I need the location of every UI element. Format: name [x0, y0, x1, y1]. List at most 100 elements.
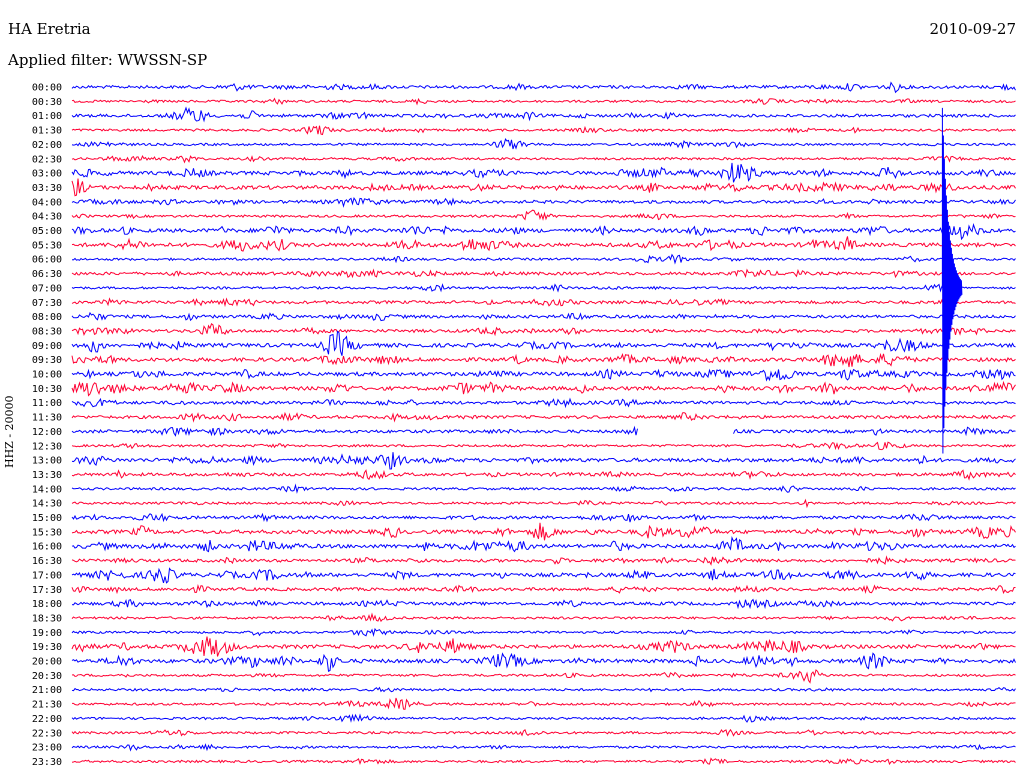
trace-line	[71, 441, 1016, 451]
trace-line	[71, 125, 1016, 136]
trace-line	[72, 697, 1016, 710]
trace-line	[71, 535, 1016, 553]
row-time-label: 16:00	[32, 542, 62, 553]
row-time-label: 19:30	[32, 642, 62, 653]
trace-line	[71, 106, 1016, 123]
row-time-label: 02:30	[32, 154, 62, 165]
row-time-label: 20:30	[32, 671, 62, 682]
trace-line	[71, 97, 1016, 106]
row-time-label: 06:00	[32, 255, 62, 266]
row-time-label: 00:30	[32, 97, 62, 108]
row-time-label: 14:30	[32, 499, 62, 510]
row-time-label: 22:00	[32, 714, 62, 725]
trace-line	[71, 584, 1016, 595]
plot-date: 2010-09-27	[929, 20, 1016, 38]
trace-line	[71, 652, 1016, 672]
trace-line	[71, 197, 1016, 208]
filter-label: Applied filter: WWSSN-SP	[8, 51, 208, 69]
row-time-label: 08:30	[32, 326, 62, 337]
trace-line	[71, 743, 1016, 752]
row-time-label: 07:30	[32, 298, 62, 309]
row-time-label: 09:30	[32, 355, 62, 366]
row-time-label: 15:30	[32, 527, 62, 538]
row-time-label: 19:00	[32, 628, 62, 639]
row-time-label: 18:30	[32, 613, 62, 624]
trace-line	[71, 81, 1016, 94]
row-time-label: 13:00	[32, 456, 62, 467]
row-time-label: 17:30	[32, 585, 62, 596]
row-time-label: 16:30	[32, 556, 62, 567]
trace-line	[71, 322, 1016, 337]
row-time-label: 18:00	[32, 599, 62, 610]
trace-line	[71, 138, 1016, 150]
row-time-label: 08:00	[32, 312, 62, 323]
trace-line	[71, 483, 1016, 494]
trace-line	[71, 686, 1016, 693]
trace-line	[71, 209, 1016, 221]
trace-line	[71, 368, 1016, 382]
row-time-label: 12:30	[32, 441, 62, 452]
trace-line	[71, 380, 1016, 397]
row-time-label: 07:00	[32, 283, 62, 294]
row-time-label: 15:00	[32, 513, 62, 524]
trace-line	[71, 512, 1016, 523]
trace-line	[71, 425, 1016, 437]
row-time-label: 10:30	[32, 384, 62, 395]
row-time-label: 01:00	[32, 111, 62, 122]
row-time-label: 02:00	[32, 140, 62, 151]
row-time-label: 21:30	[32, 700, 62, 711]
trace-line	[71, 598, 1016, 610]
trace-line	[71, 283, 1016, 293]
row-time-label: 05:30	[32, 240, 62, 251]
trace-line	[71, 452, 1016, 470]
trace-line	[71, 498, 1016, 509]
row-time-label: 21:00	[32, 685, 62, 696]
row-time-label: 11:00	[32, 398, 62, 409]
trace-line	[71, 352, 1016, 368]
trace-line	[71, 236, 1016, 252]
large-event-trace	[941, 107, 963, 454]
row-time-label: 12:00	[32, 427, 62, 438]
trace-line	[71, 636, 1016, 657]
trace-line	[71, 757, 1016, 766]
row-time-label: 14:00	[32, 484, 62, 495]
row-time-label: 09:00	[32, 341, 62, 352]
trace-line	[71, 397, 1016, 409]
row-time-label: 17:00	[32, 570, 62, 581]
row-time-label: 06:30	[32, 269, 62, 280]
trace-line	[71, 178, 1016, 197]
trace-line	[71, 297, 1016, 308]
row-time-label: 10:00	[32, 370, 62, 381]
trace-line	[71, 713, 1016, 723]
trace-line	[71, 154, 1016, 164]
row-time-label: 03:30	[32, 183, 62, 194]
trace-line	[71, 330, 1016, 356]
row-time-label: 00:00	[32, 83, 62, 94]
trace-line	[71, 612, 1016, 623]
row-time-label: 13:30	[32, 470, 62, 481]
trace-line	[71, 567, 1016, 584]
row-time-label: 11:30	[32, 413, 62, 424]
trace-line	[71, 268, 1016, 279]
trace-line	[71, 411, 1016, 423]
row-time-label: 04:00	[32, 197, 62, 208]
trace-line	[71, 669, 1016, 684]
trace-line	[71, 728, 1016, 737]
station-title: HA Eretria	[8, 20, 91, 38]
row-time-label: 05:00	[32, 226, 62, 237]
trace-line	[71, 555, 1016, 566]
row-time-label: 20:00	[32, 657, 62, 668]
trace-line	[71, 522, 1016, 541]
trace-line	[71, 253, 1016, 265]
row-time-label: 03:00	[32, 169, 62, 180]
trace-line	[71, 223, 1016, 241]
row-time-label: 23:30	[32, 757, 62, 768]
row-time-label: 22:30	[32, 728, 62, 739]
trace-line	[71, 311, 1016, 322]
row-time-label: 04:30	[32, 212, 62, 223]
row-time-label: 23:00	[32, 743, 62, 754]
trace-line	[71, 469, 1016, 481]
trace-line	[71, 162, 1016, 183]
trace-line	[71, 627, 1016, 638]
